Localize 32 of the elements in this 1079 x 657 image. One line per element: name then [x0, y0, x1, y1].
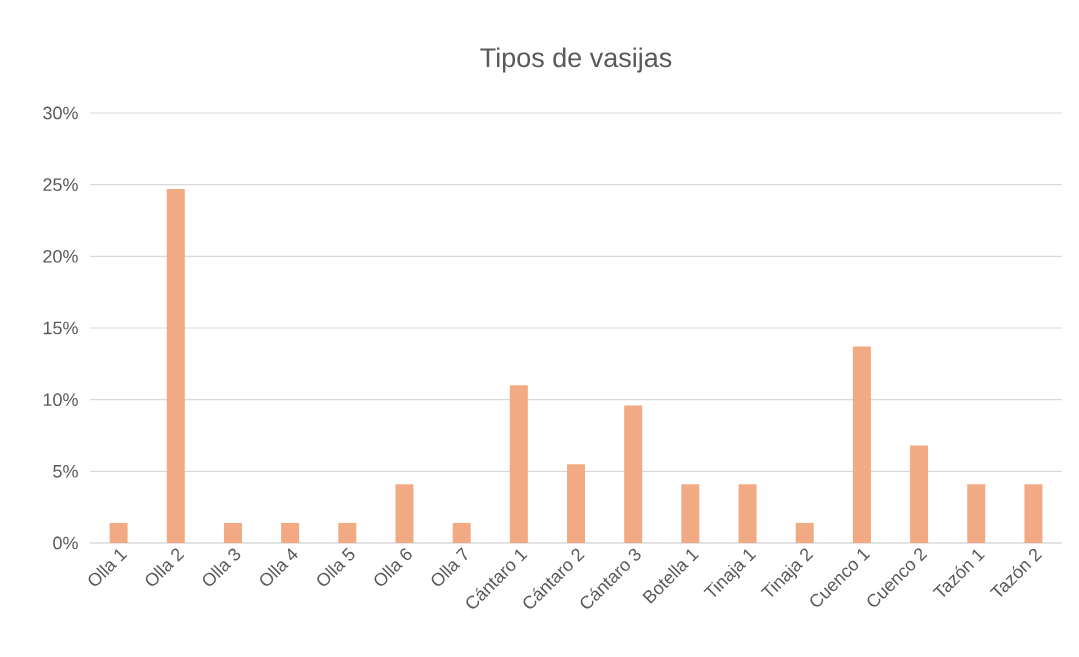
bar	[1024, 484, 1043, 543]
y-tick-label: 5%	[53, 464, 78, 478]
bar	[338, 522, 357, 543]
bar	[795, 522, 814, 543]
x-tick-label: Olla 5	[317, 547, 355, 586]
y-tick-label: 15%	[43, 321, 78, 335]
y-tick-label: 0%	[53, 536, 78, 550]
bar	[738, 484, 757, 543]
x-tick-label: Olla 4	[260, 548, 298, 586]
y-tick-label: 25%	[43, 178, 78, 192]
x-tick-label: Olla 2	[145, 548, 185, 586]
bar	[910, 445, 929, 543]
chart-title: Tipos de vasijas	[480, 47, 672, 73]
x-tick-label: Olla 7	[431, 547, 468, 586]
x-tick-label: Olla 6	[374, 548, 412, 586]
x-tick-label: Olla 1	[88, 549, 128, 586]
y-tick-label: 20%	[43, 249, 78, 263]
bar	[281, 522, 300, 543]
bar	[223, 522, 242, 543]
bar	[109, 522, 128, 543]
bar	[852, 346, 871, 543]
bar	[681, 484, 700, 543]
bar	[624, 405, 643, 543]
x-tick-label: Olla 3	[202, 548, 241, 586]
bar	[166, 188, 185, 543]
bar	[567, 464, 586, 543]
bar	[509, 385, 528, 543]
bar	[395, 484, 414, 543]
bar	[452, 522, 471, 543]
bar	[967, 484, 986, 543]
y-tick-label: 10%	[43, 393, 78, 407]
y-tick-label: 30%	[43, 106, 78, 120]
